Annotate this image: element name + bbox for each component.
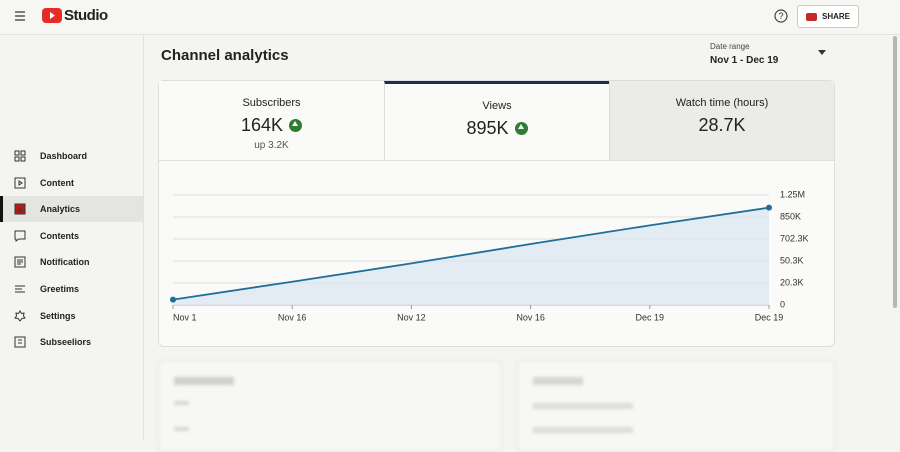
logo-text[interactable]: Studio (64, 7, 108, 24)
y-tick-label: 0 (780, 299, 785, 309)
y-tick-label: 50.3K (780, 255, 804, 265)
nav-label: Dashboard (40, 151, 88, 161)
date-range-dropdown[interactable] (818, 50, 826, 56)
y-tick-label: 850K (780, 211, 801, 221)
icon (14, 230, 26, 242)
nav-item[interactable]: Analytics (0, 196, 143, 223)
x-tick-label: Nov 1 (173, 312, 197, 322)
nav-item[interactable]: Content (0, 170, 143, 196)
nav-item[interactable]: Contents (0, 223, 143, 249)
svg-text:?: ? (778, 11, 783, 21)
share-icon (805, 12, 817, 21)
nav-icon (14, 256, 26, 268)
icon (14, 150, 26, 162)
share-label: SHARE (821, 12, 850, 21)
placeholder (533, 403, 633, 409)
metric-value: 895K (466, 118, 509, 138)
nav-icon (14, 230, 26, 242)
x-tick-label: Nov 12 (397, 312, 426, 322)
nav-item[interactable]: Greetims (0, 276, 143, 302)
trend-up-icon (289, 119, 303, 132)
y-tick-label: 702.3K (780, 233, 809, 243)
y-tick-label: 20.3K (780, 277, 804, 287)
metric-label: Subscribers (242, 97, 301, 109)
metric-change: up 3.2K (254, 140, 289, 151)
icon (14, 177, 26, 189)
line (172, 206, 770, 301)
sidebar: Dashboard Content Analytics Contents Notific… (0, 35, 144, 440)
icon (14, 336, 26, 348)
scrollbar[interactable] (893, 36, 897, 308)
nav-icon (14, 336, 26, 348)
chart: 1.25M 850K 702.3K 50.3K 20.3K 0 Nov 1 Nov 16 Nov… (170, 189, 809, 322)
analytics-card: 1.25M 850K 702.3K 50.3K 20.3K 0 Nov 1 Nov 16 Nov… (158, 80, 835, 347)
nav-label: Analytics (40, 204, 81, 215)
placeholder (533, 427, 633, 433)
metric-label: Views (482, 100, 512, 112)
nav-label: Subseeliors (40, 337, 92, 348)
nav-label: Contents (40, 230, 79, 241)
metric-value-row: 895K (385, 118, 609, 139)
y-tick-label: 1.25M (780, 189, 805, 199)
menu-button[interactable] (14, 10, 26, 22)
nav-item[interactable]: Dashboard (0, 143, 143, 169)
icon (14, 256, 26, 268)
help-button[interactable]: ? (774, 9, 788, 23)
nav-item[interactable]: Subseeliors (0, 329, 143, 355)
nav-label: Greetims (40, 284, 80, 294)
logo-icon (42, 8, 62, 23)
icon (15, 285, 25, 293)
nav-label: Content (40, 177, 74, 188)
area (173, 207, 769, 305)
point (766, 204, 772, 211)
nav-label: Notification (40, 257, 90, 268)
nav-item[interactable]: Settings (0, 303, 143, 329)
metric-value-row: 164K (159, 115, 384, 136)
nav-icon (14, 150, 26, 162)
nav-icon (14, 177, 26, 189)
nav-icon (14, 309, 26, 322)
date-range[interactable]: Nov 1 - Dec 19 (710, 55, 779, 66)
point (170, 296, 176, 303)
metric-value: 28.7K (698, 115, 746, 135)
x-tick-label: Nov 16 (278, 312, 307, 322)
metric-tab[interactable]: Views 895K (384, 81, 609, 161)
placeholder (533, 377, 583, 385)
page-title: Channel analytics (161, 47, 289, 64)
icon (14, 309, 26, 322)
icon (14, 203, 26, 215)
x-tick-label: Dec 19 (636, 312, 665, 322)
x-tick-label: Nov 16 (516, 312, 545, 322)
x-tick-label: Dec 19 (755, 312, 784, 322)
top-bar: Studio ? SHARE (0, 0, 900, 35)
nav-icon (14, 203, 26, 215)
metric-value-row: 28.7K (610, 115, 834, 136)
trend-up-icon (514, 122, 528, 135)
metric-value: 164K (240, 115, 284, 135)
placeholder (174, 377, 234, 385)
date-range-label: Date range (710, 42, 750, 51)
nav-label: Settings (40, 310, 76, 321)
placeholder (174, 427, 189, 431)
nav-item[interactable]: Notification (0, 249, 143, 275)
metric-tab[interactable]: Watch time (hours) 28.7K (609, 81, 834, 161)
metric-label: Watch time (hours) (675, 97, 769, 109)
placeholder (174, 401, 189, 405)
metric-tab[interactable]: Subscribers 164K up 3.2K (159, 81, 384, 161)
nav-icon (15, 285, 25, 293)
blurred-card (517, 360, 835, 452)
blurred-card (158, 360, 502, 452)
share-button[interactable]: SHARE (797, 5, 859, 28)
